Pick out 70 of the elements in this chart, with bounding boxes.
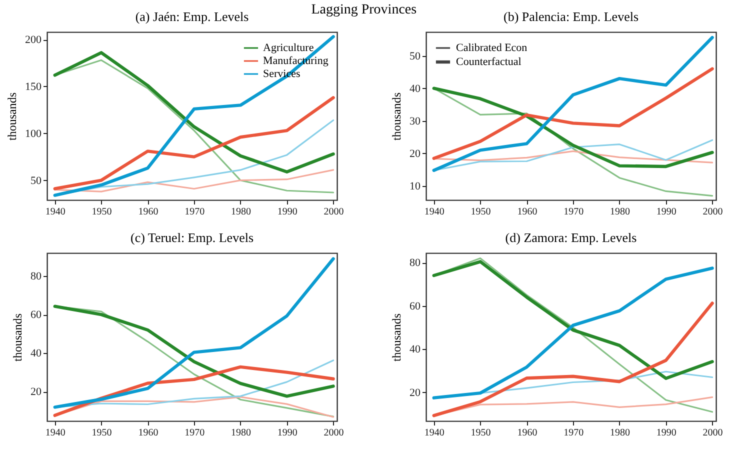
y-tick-label: 60	[30, 309, 42, 322]
x-tick-label: 1990	[277, 206, 298, 218]
y-tick-label: 150	[25, 80, 42, 93]
x-tick-label: 1980	[230, 206, 251, 218]
y-tick-label: 50	[30, 174, 42, 187]
y-axis-title: thousands	[390, 92, 404, 140]
x-tick-label: 1940	[45, 428, 66, 438]
line-series	[432, 302, 714, 418]
x-tick-label: 1990	[656, 428, 676, 438]
y-tick-label: 200	[25, 34, 42, 46]
text: Lagging Provinces	[311, 2, 417, 18]
x-tick-label: 1940	[424, 206, 444, 218]
chart-title: (c) Teruel: Emp. Levels	[130, 230, 254, 245]
y-tick-label: 50	[410, 50, 421, 62]
line-series	[53, 96, 335, 190]
annotation: Counterfactual	[456, 56, 522, 68]
line-series	[53, 365, 335, 418]
line-series	[433, 150, 714, 164]
x-tick-label: 1990	[656, 206, 676, 218]
x-tick-label: 2000	[702, 428, 723, 438]
y-tick-label: 80	[30, 270, 42, 283]
x-tick-label: 2000	[702, 206, 723, 218]
y-tick-label: 10	[410, 180, 421, 192]
x-tick-label: 1970	[184, 428, 205, 438]
x-tick-label: 1960	[517, 206, 538, 218]
y-tick-label: 60	[410, 300, 421, 312]
y-axis-title: thousands	[390, 313, 404, 362]
chart-title: (b) Palencia: Emp. Levels	[503, 9, 639, 24]
x-tick-label: 1950	[92, 206, 112, 218]
x-tick-label: 1960	[138, 206, 158, 218]
line-series	[53, 304, 335, 398]
x-tick-label: 1940	[45, 206, 66, 218]
x-tick-label: 1960	[517, 428, 538, 438]
x-tick-label: 1970	[564, 206, 584, 218]
x-tick-label: 1970	[184, 206, 205, 218]
y-tick-label: 100	[25, 128, 42, 140]
x-tick-label: 1990	[277, 428, 298, 438]
x-tick-label: 1980	[610, 428, 630, 438]
y-tick-label: 40	[410, 82, 421, 95]
line-series	[432, 260, 714, 380]
x-tick-label: 1950	[470, 428, 491, 438]
x-tick-label: 1960	[138, 428, 158, 438]
x-tick-label: 2000	[324, 206, 344, 218]
y-tick-label: 40	[410, 344, 421, 356]
x-tick-label: 1970	[564, 428, 584, 438]
x-tick-label: 1940	[424, 428, 444, 438]
line-series	[432, 36, 714, 172]
y-tick-label: 20	[410, 386, 421, 399]
x-tick-label: 2000	[324, 428, 344, 438]
y-axis-title: thousands	[5, 92, 19, 140]
x-tick-label: 1980	[610, 206, 630, 218]
chart-title: (d) Zamora: Emp. Levels	[505, 230, 637, 245]
y-tick-label: 30	[410, 115, 421, 128]
x-tick-label: 1980	[230, 428, 251, 438]
x-tick-label: 1950	[92, 428, 112, 438]
y-tick-label: 20	[30, 386, 42, 398]
line-series	[53, 257, 335, 409]
chart-title: (a) Jaén: Emp. Levels	[135, 9, 249, 24]
line-series	[54, 169, 334, 192]
line-series	[432, 266, 714, 400]
y-tick-label: 80	[410, 257, 421, 270]
line-series	[432, 86, 714, 168]
line-series	[53, 35, 335, 197]
legend-label: Agriculture	[263, 42, 314, 54]
x-tick-label: 1950	[470, 206, 491, 218]
line-series	[432, 67, 714, 160]
y-axis-title: thousands	[10, 313, 24, 362]
y-tick-label: 20	[410, 148, 421, 160]
y-tick-label: 40	[30, 348, 42, 360]
annotation: Calibrated Econ	[456, 42, 528, 54]
